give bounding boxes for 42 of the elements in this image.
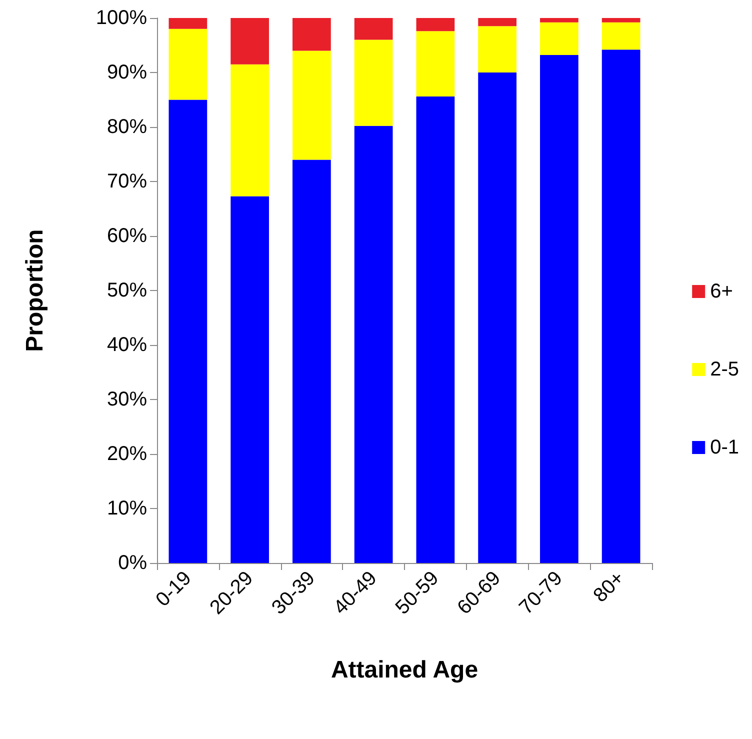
bar — [478, 26, 516, 72]
y-axis-title: Proportion — [22, 229, 48, 352]
bar — [292, 18, 331, 51]
x-axis-title: Attained Age — [330, 656, 478, 684]
y-tick-label: 80% — [106, 116, 148, 138]
y-tick-label: 10% — [106, 498, 148, 520]
bar — [602, 22, 640, 50]
y-tick-label: 100% — [96, 7, 148, 29]
legend-label: 0-1 — [710, 436, 739, 458]
x-tick-label: 0-19 — [152, 567, 196, 612]
bar — [540, 22, 578, 56]
bar — [540, 18, 578, 22]
y-tick-label: 30% — [106, 388, 148, 410]
bar — [478, 18, 516, 26]
bar — [354, 40, 393, 126]
bar — [230, 196, 269, 563]
bar — [354, 126, 393, 563]
bar — [602, 18, 640, 22]
bar — [540, 55, 578, 563]
y-tick-label: 90% — [106, 62, 148, 84]
y-tick-label: 60% — [106, 225, 148, 247]
y-tick-label: 20% — [106, 443, 148, 465]
bar — [478, 72, 516, 563]
bar — [168, 18, 208, 29]
bar — [168, 28, 208, 100]
bar — [168, 100, 208, 563]
legend-label: 6+ — [710, 280, 733, 302]
bar — [416, 96, 455, 563]
y-tick-label: 0% — [118, 552, 148, 574]
bar — [354, 18, 393, 40]
bar — [416, 31, 455, 96]
y-tick-label: 40% — [106, 334, 148, 356]
x-tick-label: 80+ — [589, 567, 629, 607]
bar — [416, 18, 455, 32]
legend-label: 2-5 — [710, 358, 739, 380]
y-tick-label: 70% — [106, 170, 148, 192]
bar — [230, 64, 269, 196]
bar — [602, 50, 640, 563]
bar — [230, 18, 269, 64]
bar — [292, 50, 331, 160]
bar — [292, 160, 331, 563]
y-tick-label: 50% — [106, 280, 148, 302]
